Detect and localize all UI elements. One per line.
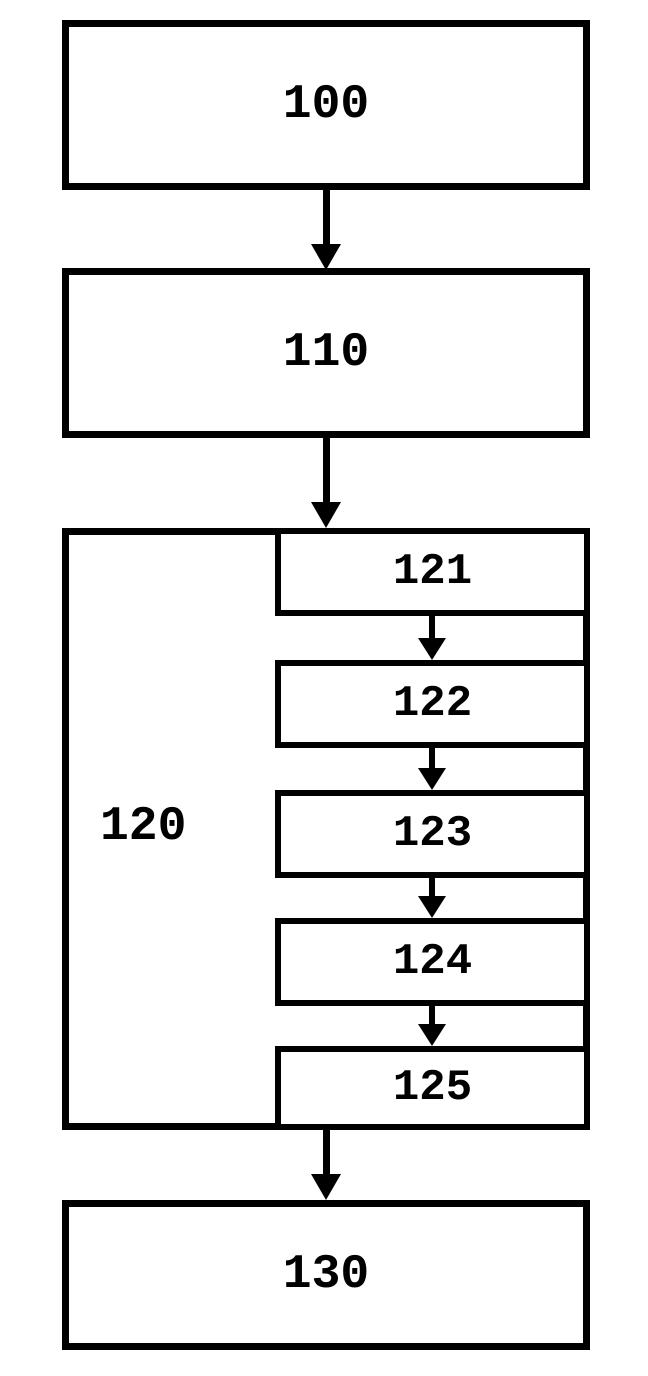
arrow-124-125-head — [418, 1024, 446, 1046]
node-130: 130 — [62, 1200, 590, 1350]
arrow-121-122-head — [418, 638, 446, 660]
node-124: 124 — [275, 918, 590, 1006]
node-121-label: 121 — [393, 547, 472, 597]
arrow-110-120-head — [311, 502, 341, 528]
node-110-label: 110 — [283, 326, 369, 380]
arrow-110-120-line — [323, 438, 330, 504]
arrow-121-122-line — [429, 616, 435, 640]
node-110: 110 — [62, 268, 590, 438]
arrow-123-124-line — [429, 878, 435, 898]
node-125-label: 125 — [393, 1063, 472, 1113]
node-122-label: 122 — [393, 679, 472, 729]
flowchart-canvas: 100 110 120 121 122 123 124 125 — [0, 0, 648, 1376]
node-120-label: 120 — [100, 800, 186, 854]
node-121: 121 — [275, 528, 590, 616]
arrow-120-130-line — [323, 1130, 330, 1176]
node-124-label: 124 — [393, 937, 472, 987]
node-123-label: 123 — [393, 809, 472, 859]
arrow-124-125-line — [429, 1006, 435, 1026]
arrow-100-110-line — [323, 190, 330, 246]
arrow-100-110-head — [311, 244, 341, 270]
arrow-122-123-head — [418, 768, 446, 790]
node-100-label: 100 — [283, 78, 369, 132]
arrow-120-130-head — [311, 1174, 341, 1200]
arrow-122-123-line — [429, 748, 435, 770]
node-125: 125 — [275, 1046, 590, 1130]
node-122: 122 — [275, 660, 590, 748]
arrow-123-124-head — [418, 896, 446, 918]
node-130-label: 130 — [283, 1248, 369, 1302]
node-123: 123 — [275, 790, 590, 878]
node-100: 100 — [62, 20, 590, 190]
